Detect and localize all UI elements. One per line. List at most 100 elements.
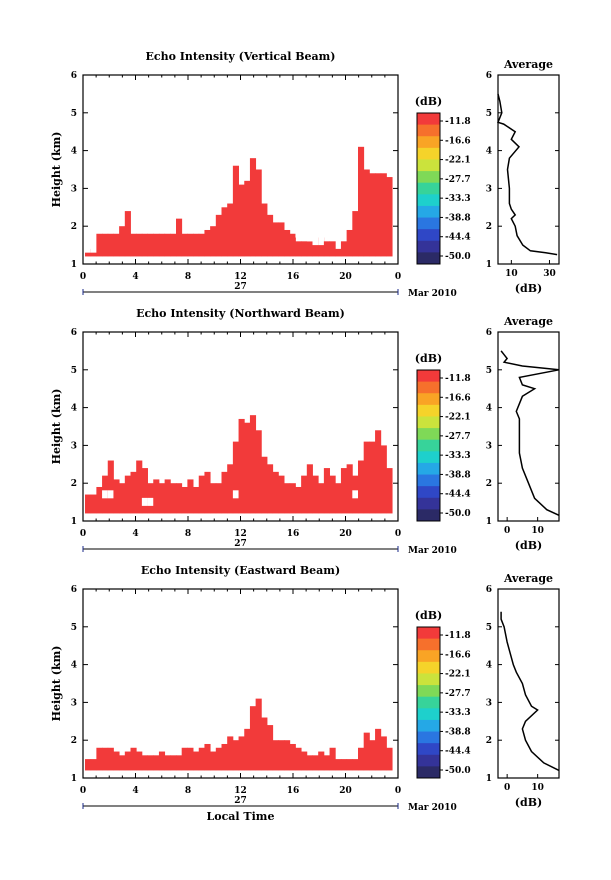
echo-cell <box>272 471 279 514</box>
echo-cell <box>272 222 279 257</box>
echo-cell <box>204 743 211 771</box>
echo-gap <box>147 497 154 506</box>
average-x-label: (dB) <box>515 796 542 809</box>
x-tick-label: 4 <box>132 786 138 796</box>
x-tick-label: 0 <box>80 529 86 539</box>
average-x-tick-label: 0 <box>504 783 510 793</box>
average-x-label: (dB) <box>515 539 542 552</box>
echo-cell <box>295 747 302 771</box>
echo-cell <box>335 483 342 514</box>
echo-cell <box>255 698 262 771</box>
echo-gap <box>295 229 302 238</box>
average-y-tick-label: 5 <box>486 366 492 376</box>
echo-cell <box>369 441 376 514</box>
average-y-tick-label: 2 <box>486 222 492 232</box>
average-y-tick-label: 6 <box>486 585 492 595</box>
colorbar-label: -38.8 <box>445 470 471 480</box>
colorbar-label: -11.8 <box>445 117 471 127</box>
echo-cell <box>380 173 387 257</box>
colorbar-segment <box>417 509 440 522</box>
echo-cell <box>124 751 131 771</box>
echo-cell <box>130 233 137 257</box>
y-tick-label: 3 <box>71 184 77 194</box>
echo-cell <box>352 759 359 771</box>
echo-cell <box>227 736 234 771</box>
x-tick-label: 0 <box>395 272 401 282</box>
colorbar-segment <box>417 743 440 756</box>
echo-cell <box>346 464 353 514</box>
echo-cell <box>312 755 319 771</box>
y-tick-label: 1 <box>71 517 77 527</box>
x-axis-label: Local Time <box>207 810 275 823</box>
colorbar-segment <box>417 205 440 218</box>
colorbar-segment <box>417 428 440 441</box>
x-tick-label: 16 <box>287 529 300 539</box>
echo-cell <box>352 211 359 257</box>
echo-cell <box>284 483 291 514</box>
y-tick-label: 1 <box>71 774 77 784</box>
echo-cell <box>153 233 160 257</box>
echo-cell <box>193 751 200 771</box>
colorbar-label: -33.3 <box>445 194 471 204</box>
echo-cell <box>198 475 205 514</box>
echo-cell <box>375 173 382 257</box>
average-y-tick-label: 5 <box>486 109 492 119</box>
echo-gap <box>312 237 319 246</box>
echo-cell <box>329 241 336 257</box>
echo-cell <box>130 471 137 514</box>
echo-gap <box>318 237 325 246</box>
x-tick-label: 0 <box>80 786 86 796</box>
y-tick-label: 4 <box>71 661 77 671</box>
average-y-tick-label: 4 <box>486 661 492 671</box>
echo-cell <box>141 233 148 257</box>
date-label: 27 <box>234 282 247 292</box>
echo-gap <box>90 244 97 253</box>
colorbar-segment <box>417 113 440 126</box>
y-tick-label: 2 <box>71 736 77 746</box>
average-y-tick-label: 4 <box>486 147 492 157</box>
echo-cell <box>329 747 336 771</box>
echo-cell <box>210 483 217 514</box>
echo-cell <box>85 759 92 771</box>
echo-cell <box>141 755 148 771</box>
x-tick-label: 12 <box>234 529 247 539</box>
y-tick-label: 5 <box>71 366 77 376</box>
echo-cell <box>90 494 97 514</box>
echo-cell <box>380 445 387 514</box>
echo-cell <box>147 755 154 771</box>
echo-cell <box>358 747 365 771</box>
echo-cell <box>335 759 342 771</box>
echo-cell <box>295 486 302 514</box>
average-frame <box>497 74 560 265</box>
colorbar-segment <box>417 217 440 230</box>
average-x-tick-label: 10 <box>531 783 544 793</box>
echo-cell <box>380 736 387 771</box>
x-tick-label: 0 <box>395 786 401 796</box>
echo-cell <box>340 241 348 257</box>
echo-cell <box>119 755 126 771</box>
echo-cell <box>232 165 239 257</box>
echo-cell <box>335 248 342 257</box>
colorbar-segment <box>417 404 440 417</box>
echo-cell <box>102 233 109 257</box>
echo-cell <box>238 418 245 514</box>
colorbar-segment <box>417 229 440 242</box>
echo-cell <box>153 755 160 771</box>
colorbar-label: -11.8 <box>445 374 471 384</box>
echo-gap <box>141 497 148 506</box>
echo-cell <box>312 475 319 514</box>
echo-cell <box>187 747 194 771</box>
x-tick-label: 4 <box>132 272 138 282</box>
echo-cell <box>278 740 285 771</box>
colorbar-segment <box>417 194 440 207</box>
colorbar-label: -44.4 <box>445 233 471 243</box>
average-y-tick-label: 4 <box>486 404 492 414</box>
colorbar-segment <box>417 708 440 721</box>
colorbar-label: -11.8 <box>445 631 471 641</box>
echo-cell <box>244 728 251 771</box>
y-axis-label: Height (km) <box>50 646 63 722</box>
echo-cell <box>329 475 336 514</box>
x-tick-label: 8 <box>185 786 191 796</box>
colorbar-unit: (dB) <box>415 609 442 622</box>
echo-cell <box>170 233 177 257</box>
